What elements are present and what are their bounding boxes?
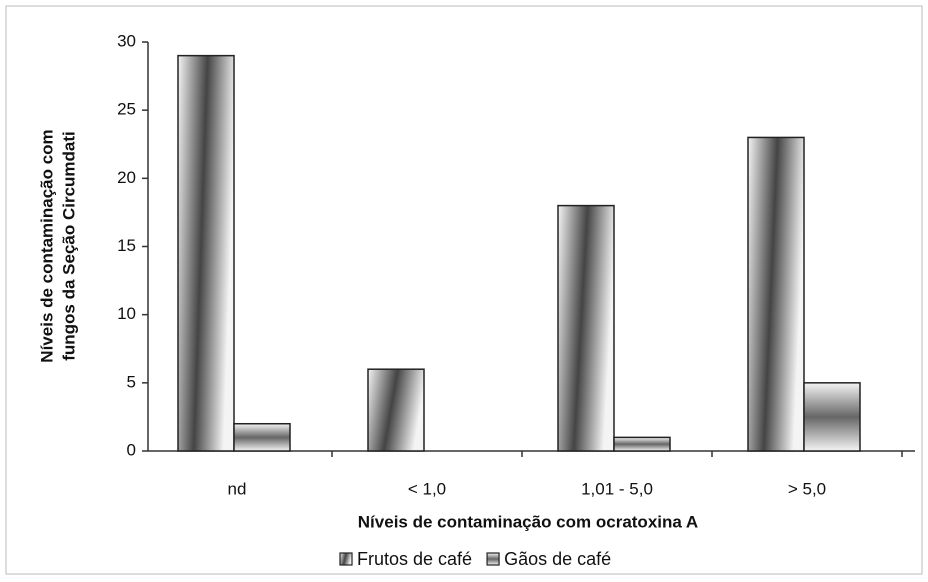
legend-label: Gãos de café	[504, 549, 611, 569]
bar	[803, 382, 861, 452]
x-axis-label: Níveis de contaminação com ocratoxina A	[358, 512, 698, 531]
bar	[233, 422, 291, 452]
y-tick-label: 25	[117, 100, 136, 119]
frame	[5, 5, 923, 575]
legend-swatch	[339, 552, 353, 566]
y-tick-label: 15	[117, 236, 136, 255]
y-axis-label: Níveis de contaminação com	[37, 129, 56, 362]
legend-label: Frutos de café	[357, 549, 472, 569]
y-tick-label: 5	[127, 372, 136, 391]
bar	[747, 136, 805, 452]
legend-swatch	[486, 552, 500, 566]
bar	[177, 54, 235, 452]
x-tick-label: nd	[228, 479, 247, 498]
y-tick-label: 0	[127, 440, 136, 459]
y-tick-label: 30	[117, 31, 136, 50]
y-axis-label: fungos da Seção Circumdati	[59, 131, 78, 361]
y-tick-label: 10	[117, 304, 136, 323]
bar	[613, 436, 671, 452]
bar	[557, 204, 615, 452]
bar	[367, 368, 425, 452]
x-tick-label: < 1,0	[408, 479, 446, 498]
x-tick-label: 1,01 - 5,0	[581, 479, 653, 498]
x-tick-label: > 5,0	[788, 479, 826, 498]
y-tick-label: 20	[117, 168, 136, 187]
